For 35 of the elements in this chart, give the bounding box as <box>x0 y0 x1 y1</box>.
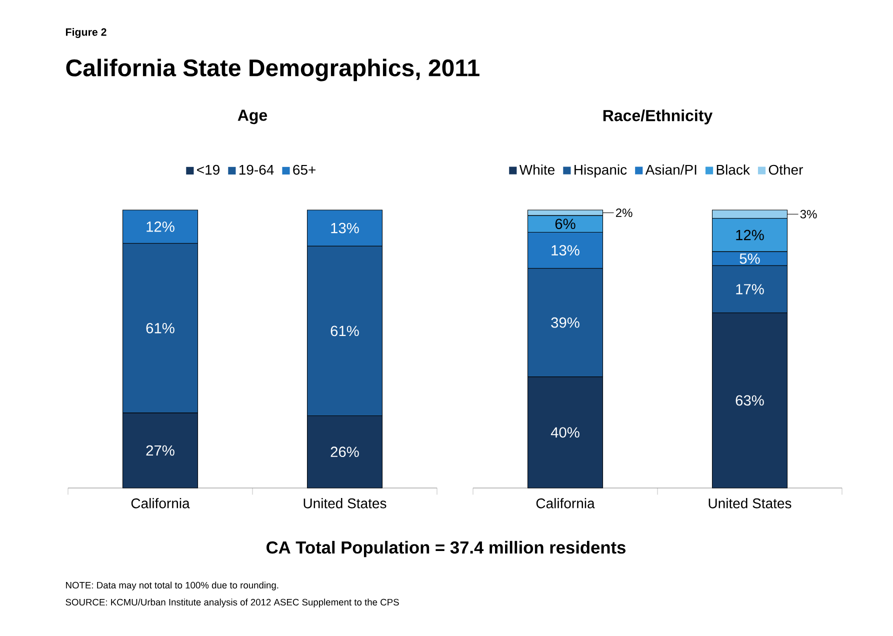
legend-label: <19 <box>197 164 220 175</box>
legend-label: White <box>519 164 555 175</box>
data-label: 61% <box>330 326 359 336</box>
data-label: 27% <box>146 445 174 456</box>
data-label: 26% <box>330 446 359 458</box>
text: California State Demographics, 2011 <box>66 58 480 82</box>
data-label: 17% <box>736 284 764 294</box>
data-label: 39% <box>551 317 580 328</box>
legend-label: 65+ <box>293 164 316 175</box>
legend-label: 19-64 <box>239 164 274 175</box>
text: NOTE: Data may not total to 100% due to rounding. <box>66 582 278 590</box>
data-label: 3% <box>800 210 817 218</box>
data-label: 13% <box>331 222 359 234</box>
data-label: 40% <box>550 427 580 438</box>
caption: Figure 2 <box>66 28 106 38</box>
data-label: 6% <box>555 218 576 230</box>
data-label: 61% <box>146 322 174 334</box>
data-label: 2% <box>616 208 632 217</box>
x-tick-label: United States <box>708 498 792 508</box>
chart-title: Race/Ethnicity <box>603 109 713 124</box>
chart-title: Age <box>238 110 268 124</box>
text: CA Total Population = 37.4 million residents <box>266 540 626 558</box>
x-tick-label: California <box>536 498 595 508</box>
legend-label: Other <box>768 164 804 175</box>
x-tick-label: California <box>131 498 190 508</box>
data-label: 12% <box>146 222 174 232</box>
legend-label: Hispanic <box>574 164 627 178</box>
source-note: SOURCE: KCMU/Urban Institute analysis of 2012 ASEC Supplement to the CPS <box>66 598 399 608</box>
x-tick-label: United States <box>304 498 386 508</box>
data-label: 12% <box>736 230 764 240</box>
data-label: 63% <box>736 395 764 406</box>
legend-label: Asian/PI <box>645 164 696 175</box>
legend-label: Black <box>716 164 750 175</box>
data-label: 5% <box>740 254 760 264</box>
data-label: 13% <box>552 245 580 256</box>
